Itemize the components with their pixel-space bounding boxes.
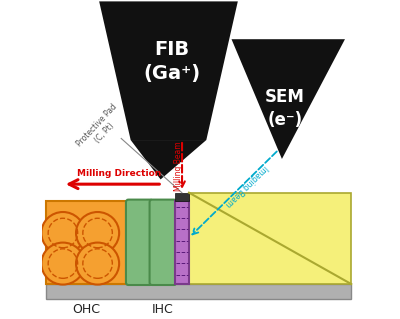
Text: Imaging Beam: Imaging Beam	[224, 163, 270, 208]
Ellipse shape	[41, 212, 84, 254]
Text: IHC: IHC	[151, 303, 173, 316]
Polygon shape	[189, 193, 351, 284]
Bar	[175, 201, 189, 284]
Text: FIB
(Ga⁺): FIB (Ga⁺)	[143, 40, 200, 83]
Bar	[175, 193, 189, 201]
FancyBboxPatch shape	[150, 200, 176, 285]
Ellipse shape	[41, 242, 84, 285]
Polygon shape	[131, 140, 206, 179]
Bar	[46, 201, 128, 284]
Text: Milling Direction: Milling Direction	[77, 169, 161, 179]
Ellipse shape	[76, 212, 119, 254]
Text: OHC: OHC	[72, 303, 100, 316]
Polygon shape	[99, 1, 238, 140]
Polygon shape	[232, 39, 345, 159]
FancyBboxPatch shape	[126, 200, 153, 285]
Bar	[46, 284, 351, 299]
Ellipse shape	[76, 242, 119, 285]
Text: SEM
(e⁻): SEM (e⁻)	[265, 88, 305, 129]
Text: Protective Pad
(C, Pt): Protective Pad (C, Pt)	[75, 102, 126, 156]
Text: Milling Beam: Milling Beam	[174, 141, 183, 191]
